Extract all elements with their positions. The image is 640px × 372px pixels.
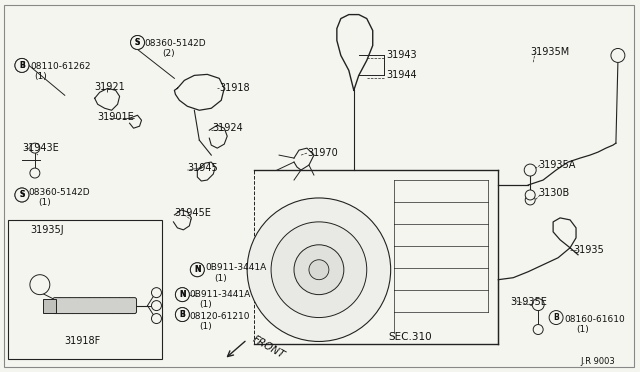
Text: (1): (1) bbox=[34, 73, 47, 81]
Circle shape bbox=[30, 143, 40, 153]
Text: (1): (1) bbox=[199, 321, 212, 331]
Text: B: B bbox=[19, 61, 25, 70]
Text: 0B911-3441A: 0B911-3441A bbox=[205, 263, 266, 272]
Circle shape bbox=[15, 188, 29, 202]
Text: S: S bbox=[19, 190, 24, 199]
Bar bbox=[43, 299, 56, 312]
Text: S: S bbox=[135, 38, 140, 47]
Text: 31935A: 31935A bbox=[538, 160, 575, 170]
Text: 31918: 31918 bbox=[220, 83, 250, 93]
Circle shape bbox=[30, 275, 50, 295]
Circle shape bbox=[15, 58, 29, 73]
Circle shape bbox=[525, 190, 535, 200]
Text: B: B bbox=[179, 310, 185, 319]
Text: SEC.310: SEC.310 bbox=[388, 331, 432, 341]
Circle shape bbox=[30, 168, 40, 178]
Text: B: B bbox=[553, 313, 559, 322]
Text: 31945: 31945 bbox=[188, 163, 218, 173]
Text: 0B911-3441A: 0B911-3441A bbox=[189, 290, 251, 299]
Text: S: S bbox=[135, 38, 140, 47]
Circle shape bbox=[533, 324, 543, 334]
Text: 08360-5142D: 08360-5142D bbox=[145, 38, 206, 48]
Text: 08120-61210: 08120-61210 bbox=[189, 312, 250, 321]
Circle shape bbox=[190, 263, 204, 277]
Circle shape bbox=[175, 288, 189, 302]
Circle shape bbox=[532, 299, 544, 311]
Text: 31935J: 31935J bbox=[30, 225, 63, 235]
Text: 31945E: 31945E bbox=[175, 208, 211, 218]
Text: (1): (1) bbox=[199, 299, 212, 309]
Circle shape bbox=[131, 35, 145, 49]
Circle shape bbox=[524, 164, 536, 176]
Circle shape bbox=[15, 58, 29, 73]
Text: (1): (1) bbox=[38, 198, 51, 207]
Text: 31935M: 31935M bbox=[530, 48, 570, 57]
Text: (2): (2) bbox=[163, 49, 175, 58]
Text: 31901E: 31901E bbox=[98, 112, 134, 122]
Text: B: B bbox=[19, 61, 25, 70]
Text: S: S bbox=[19, 190, 24, 199]
Circle shape bbox=[175, 308, 189, 321]
Text: (1): (1) bbox=[214, 274, 227, 283]
Circle shape bbox=[175, 308, 189, 321]
FancyBboxPatch shape bbox=[53, 298, 136, 314]
Bar bbox=[8, 220, 163, 359]
Text: N: N bbox=[179, 290, 186, 299]
Text: 31943E: 31943E bbox=[22, 143, 59, 153]
Circle shape bbox=[152, 314, 161, 324]
Circle shape bbox=[190, 263, 204, 277]
Text: J.R 9003: J.R 9003 bbox=[580, 357, 615, 366]
Circle shape bbox=[152, 288, 161, 298]
Circle shape bbox=[152, 301, 161, 311]
Text: N: N bbox=[179, 290, 186, 299]
Text: B: B bbox=[179, 310, 185, 319]
Circle shape bbox=[309, 260, 329, 280]
Text: N: N bbox=[194, 265, 200, 274]
Text: 31921: 31921 bbox=[95, 82, 125, 92]
Text: 31935E: 31935E bbox=[510, 296, 547, 307]
Circle shape bbox=[15, 188, 29, 202]
Text: 08360-5142D: 08360-5142D bbox=[28, 188, 90, 197]
Text: FRONT: FRONT bbox=[251, 334, 287, 361]
Text: (1): (1) bbox=[576, 324, 589, 334]
Circle shape bbox=[175, 288, 189, 302]
Circle shape bbox=[294, 245, 344, 295]
Circle shape bbox=[131, 35, 145, 49]
Text: 31918F: 31918F bbox=[65, 337, 101, 346]
Text: 3130B: 3130B bbox=[538, 188, 570, 198]
Text: 31943: 31943 bbox=[387, 51, 417, 61]
Text: 08160-61610: 08160-61610 bbox=[564, 315, 625, 324]
Circle shape bbox=[271, 222, 367, 318]
Circle shape bbox=[611, 48, 625, 62]
Circle shape bbox=[247, 198, 390, 341]
Circle shape bbox=[549, 311, 563, 324]
Text: 31944: 31944 bbox=[387, 70, 417, 80]
Text: 31924: 31924 bbox=[212, 123, 243, 133]
Text: 31935: 31935 bbox=[573, 245, 604, 255]
Circle shape bbox=[525, 195, 535, 205]
Text: N: N bbox=[194, 265, 200, 274]
Text: 08110-61262: 08110-61262 bbox=[30, 62, 90, 71]
Text: 31970: 31970 bbox=[307, 148, 338, 158]
